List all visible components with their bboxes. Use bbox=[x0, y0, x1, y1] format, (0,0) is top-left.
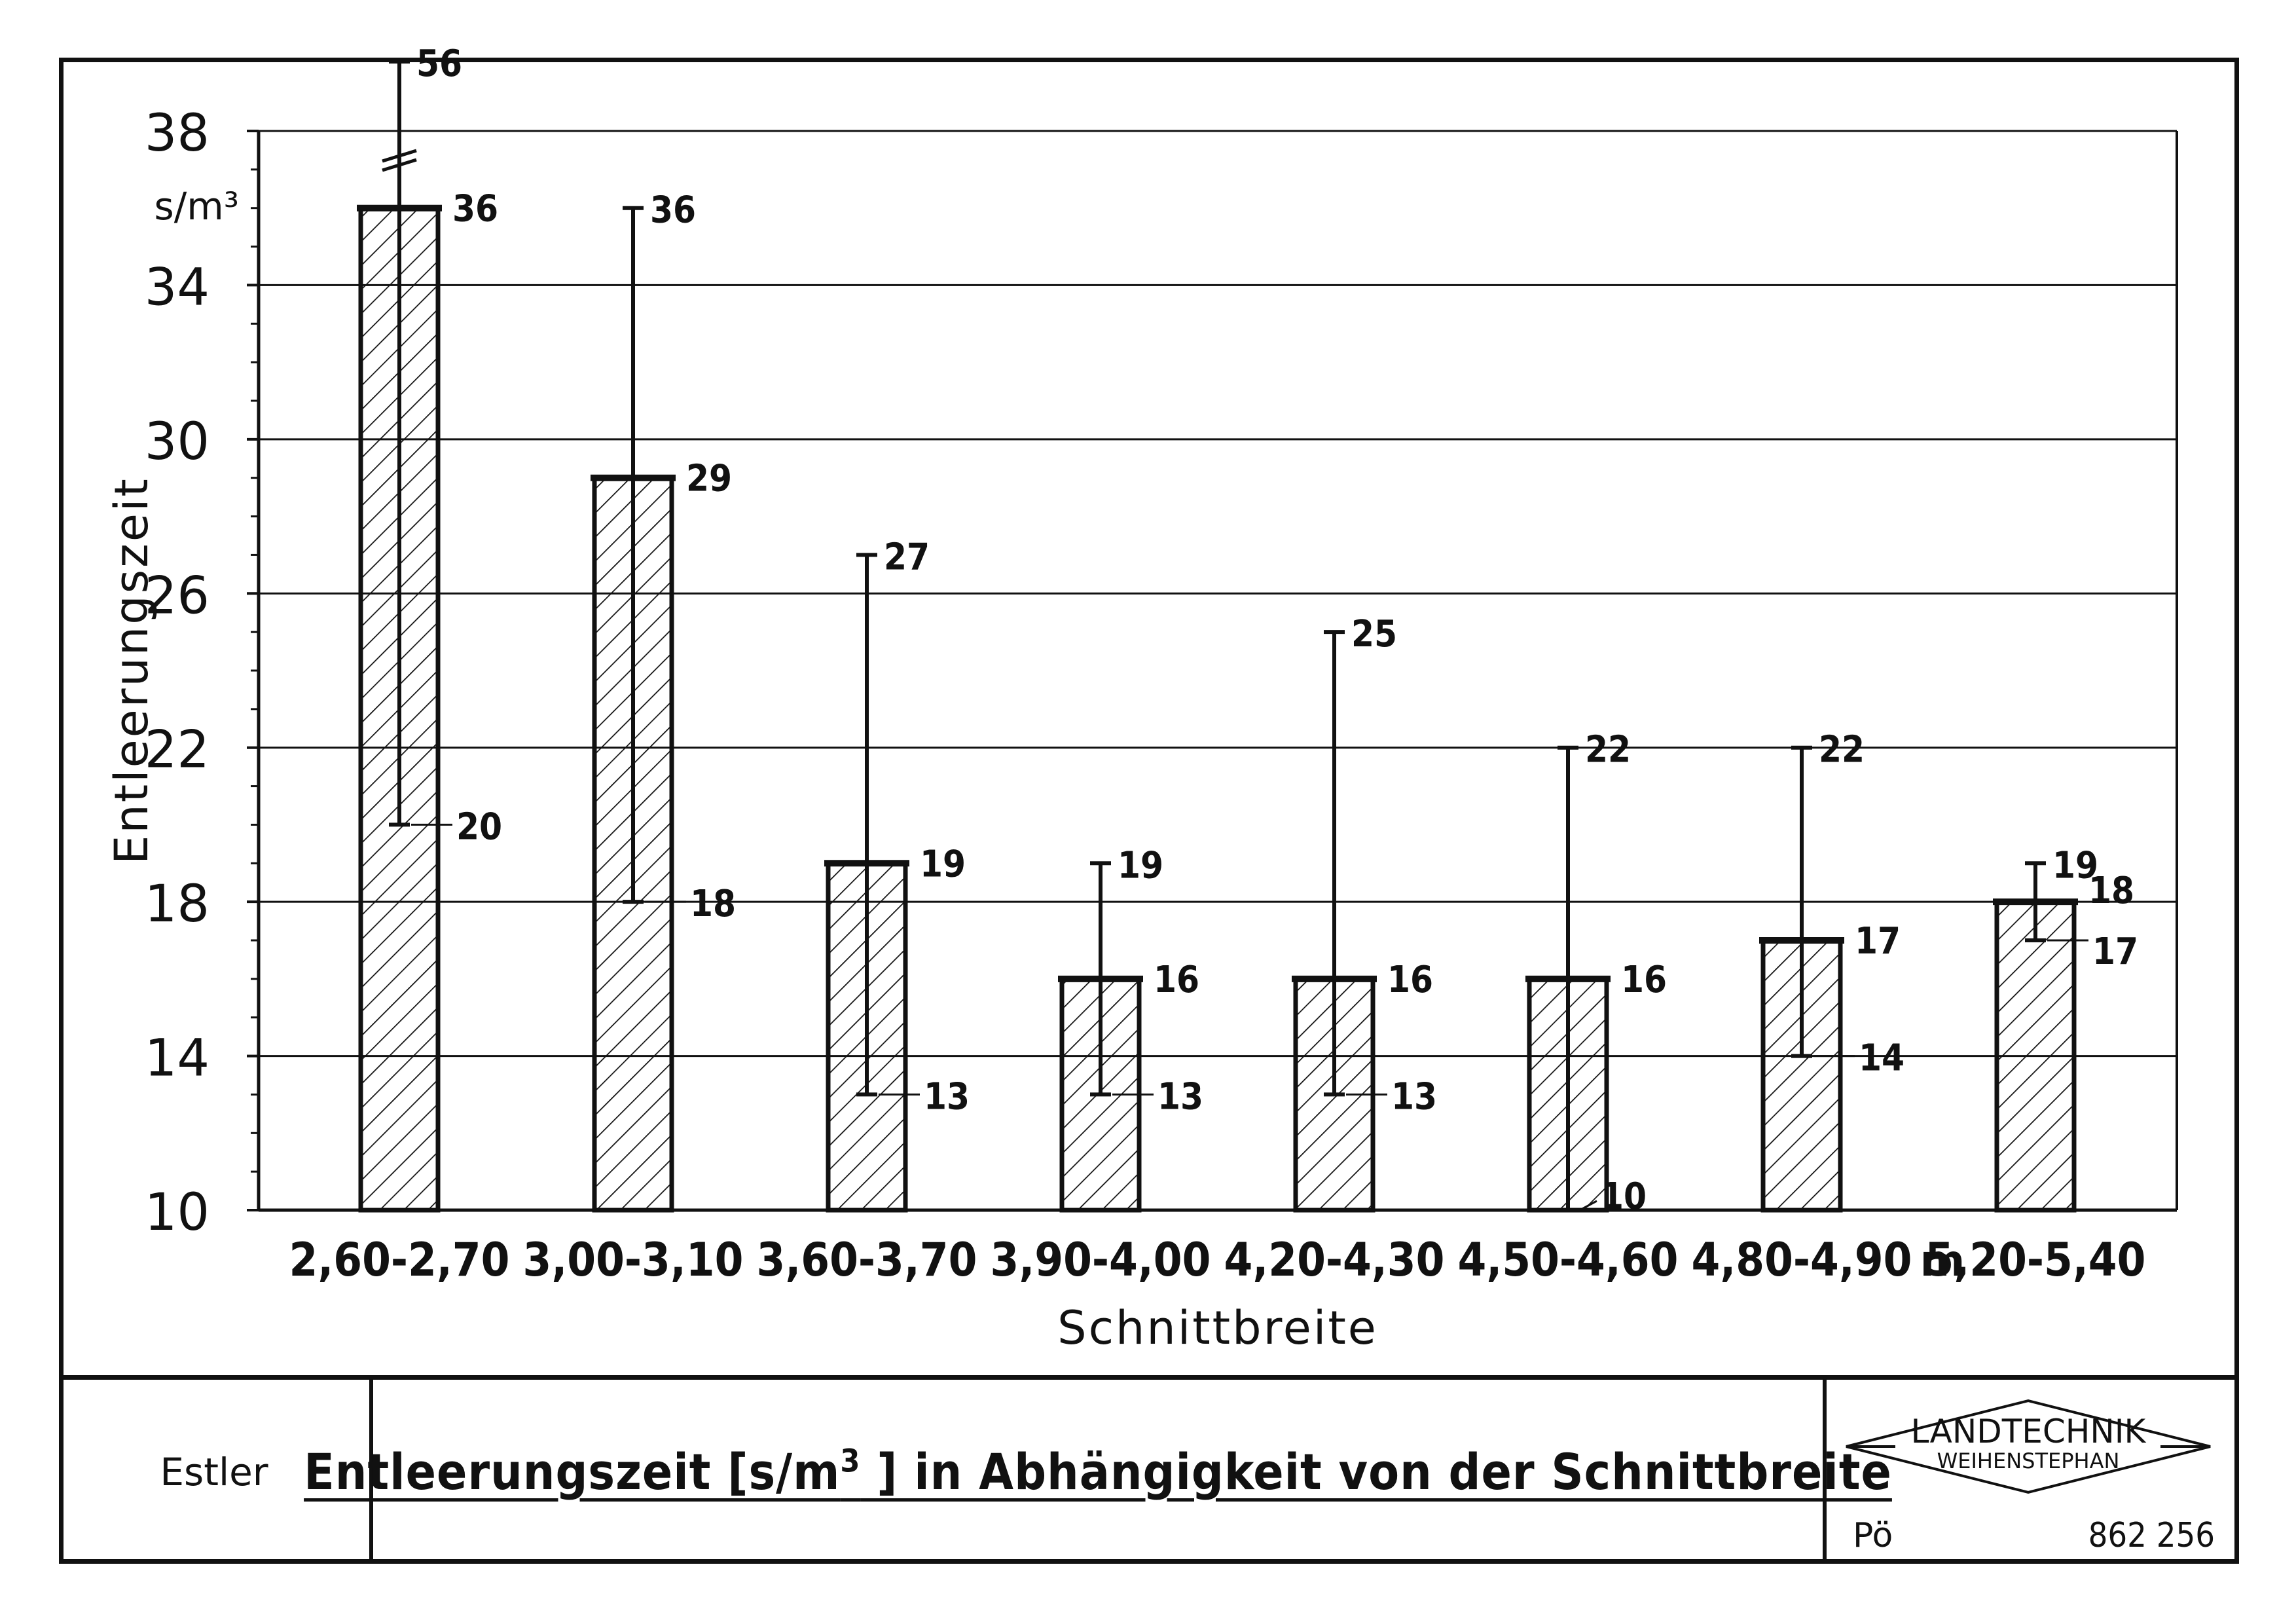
y-tick-label: 14 bbox=[145, 1029, 210, 1088]
author-cell: Estler bbox=[59, 1380, 373, 1564]
range-max-label: 19 bbox=[1118, 844, 1163, 887]
x-axis-title: Schnittbreite bbox=[1057, 1301, 1378, 1355]
y-axis-title: Entleerungszeit bbox=[105, 477, 158, 864]
range-max-label: 25 bbox=[1351, 613, 1397, 655]
logo-line1: LANDTECHNIK bbox=[1911, 1412, 2147, 1450]
x-tick-label: 4,80-4,90 bbox=[1692, 1233, 1912, 1287]
chart-frame bbox=[59, 58, 2239, 1564]
x-tick-label: 4,50-4,60 bbox=[1458, 1233, 1679, 1287]
title-cell: Entleerungszeit [s/m3 ] in Abhängigkeit … bbox=[304, 1380, 1891, 1564]
range-min-label: 13 bbox=[1157, 1075, 1203, 1118]
caption-part-rest: ] in Abhängigkeit von der Schnittbreite bbox=[860, 1443, 1892, 1501]
y-tick-label: 22 bbox=[145, 721, 210, 780]
range-min-label: 17 bbox=[2092, 931, 2138, 973]
grid-lines bbox=[259, 130, 2177, 1058]
y-tick-label: 26 bbox=[145, 566, 210, 625]
range-min-label: 20 bbox=[456, 805, 502, 848]
range-min-label: 10 bbox=[1601, 1175, 1647, 1218]
y-tick-label: 30 bbox=[145, 413, 210, 471]
landtechnik-logo: LANDTECHNIK WEIHENSTEPHAN bbox=[1846, 1399, 2211, 1494]
y-unit-label: s/m³ bbox=[154, 184, 239, 229]
mean-label: 29 bbox=[686, 458, 732, 500]
mean-label: 18 bbox=[2088, 870, 2134, 912]
range-max-label: 19 bbox=[2052, 844, 2098, 887]
logo-cell: LANDTECHNIK WEIHENSTEPHAN Pö 862 256 bbox=[1827, 1380, 2234, 1564]
x-tick-label: 3,90-4,00 bbox=[991, 1233, 1211, 1287]
range-min-label: 13 bbox=[924, 1075, 970, 1118]
bar bbox=[1994, 899, 2077, 1213]
caption-part-main: Entleerungszeit [s/m bbox=[304, 1443, 841, 1501]
axes bbox=[247, 130, 2178, 1212]
range-max-label: 56 bbox=[416, 43, 462, 85]
mean-label: 36 bbox=[452, 188, 498, 231]
x-tick-label: 5,20-5,40 bbox=[1925, 1233, 2146, 1287]
range-max-label: 36 bbox=[650, 189, 696, 232]
caption-superscript: 3 bbox=[840, 1443, 861, 1480]
min-leader bbox=[1579, 1200, 1597, 1211]
labels: 10 14 18 22 26 30 34 38 s/m³ Entleerungszeit 56 36 2… bbox=[105, 43, 2145, 1355]
mean-label: 16 bbox=[1621, 959, 1667, 1001]
author-name: Estler bbox=[160, 1449, 268, 1494]
y-tick-label: 34 bbox=[145, 258, 210, 317]
range-max-label: 22 bbox=[1585, 729, 1631, 771]
bars bbox=[357, 60, 2078, 1213]
mean-label: 19 bbox=[920, 843, 966, 885]
range-max-label: 22 bbox=[1819, 729, 1865, 771]
x-tick-label: 3,60-3,70 bbox=[757, 1233, 977, 1287]
range-min-label: 13 bbox=[1391, 1075, 1437, 1118]
range-min-label: 14 bbox=[1859, 1037, 1904, 1080]
x-unit-label: m bbox=[1920, 1236, 1965, 1286]
y-tick-label: 10 bbox=[145, 1183, 210, 1242]
footer-panel: Estler Entleerungszeit [s/m3 ] in Abhäng… bbox=[59, 1375, 2239, 1564]
x-tick-label: 4,20-4,30 bbox=[1224, 1233, 1445, 1287]
drawing-number: 862 256 bbox=[2088, 1516, 2215, 1555]
drawer-code: Pö bbox=[1853, 1516, 1893, 1555]
y-tick-label: 38 bbox=[145, 104, 210, 163]
x-tick-label: 3,00-3,10 bbox=[523, 1233, 744, 1287]
mean-label: 16 bbox=[1154, 959, 1199, 1001]
y-tick-label: 18 bbox=[145, 875, 210, 934]
range-max-label: 27 bbox=[884, 536, 930, 578]
range-min-label: 18 bbox=[690, 883, 736, 925]
logo-line2: WEIHENSTEPHAN bbox=[1937, 1449, 2120, 1473]
chart-caption: Entleerungszeit [s/m3 ] in Abhängigkeit … bbox=[304, 1443, 1892, 1501]
mean-label: 17 bbox=[1855, 920, 1901, 963]
mean-label: 16 bbox=[1387, 959, 1433, 1001]
x-tick-label: 2,60-2,70 bbox=[289, 1233, 510, 1287]
